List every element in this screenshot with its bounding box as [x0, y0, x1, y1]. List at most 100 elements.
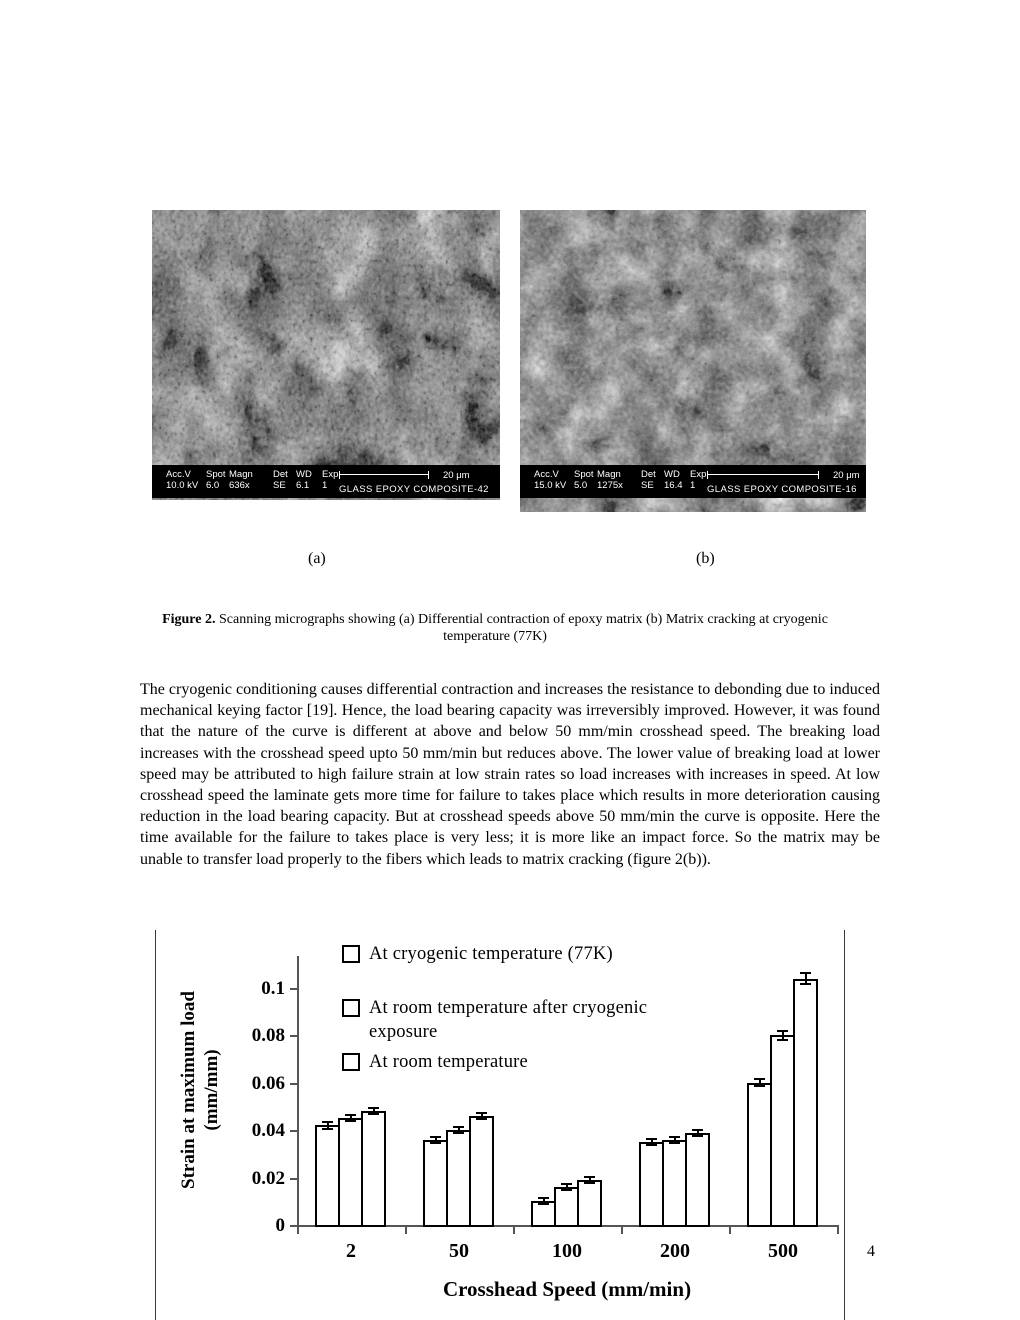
meta-header-accv: Acc.V [166, 469, 191, 480]
error-bar-cap [368, 1113, 379, 1116]
error-bar-cap [777, 1029, 788, 1032]
bar [315, 1125, 340, 1227]
error-bar-cap [368, 1107, 379, 1110]
body-paragraph: The cryogenic conditioning causes differ… [140, 681, 880, 868]
bar [469, 1115, 494, 1227]
sem-texture-b [520, 210, 866, 512]
error-bar-cap [646, 1138, 657, 1141]
error-bar-cap [800, 983, 811, 986]
error-bar-cap [561, 1189, 572, 1192]
error-bar [457, 1127, 460, 1134]
meta-header-spot: Spot [574, 469, 594, 480]
error-bar [542, 1198, 545, 1205]
sem-micrograph-a: Acc.V Spot Magn Det WD Exp 10.0 kV 6.0 636x SE 6.1… [152, 210, 500, 500]
meta-value-det: SE [641, 480, 654, 491]
error-bar-cap [754, 1078, 765, 1081]
legend-marker-icon [342, 1053, 360, 1071]
error-bar-cap [345, 1120, 356, 1123]
y-tick-label: 0 [275, 1215, 286, 1236]
error-bar-cap [430, 1141, 441, 1144]
y-tick [290, 988, 297, 990]
sem-meta-a: Acc.V Spot Magn Det WD Exp 10.0 kV 6.0 636x SE 6.1… [166, 469, 342, 491]
error-bar [696, 1129, 699, 1136]
figure-caption: Figure 2. Scanning micrographs showing (… [145, 612, 845, 645]
scale-bar-icon [707, 471, 819, 479]
x-tick [621, 1227, 623, 1234]
error-bar [758, 1079, 761, 1087]
bar [747, 1082, 772, 1227]
chart-x-axis-label: Crosshead Speed (mm/min) [442, 1277, 692, 1301]
y-tick-label: 0.06 [251, 1072, 285, 1094]
y-tick [290, 1225, 297, 1227]
meta-value-spot: 6.0 [206, 480, 220, 491]
meta-header-spot: Spot [206, 469, 226, 480]
error-bar [673, 1136, 676, 1143]
y-tick [290, 1177, 297, 1180]
legend-entry: At room temperature after cryogenic expo… [342, 996, 681, 1044]
page-number: 4 [867, 1243, 875, 1260]
legend-label: At cryogenic temperature (77K) [369, 944, 613, 964]
x-category-label: 50 [449, 1240, 469, 1262]
error-bar-cap [453, 1126, 464, 1129]
meta-value-accv: 15.0 kV [534, 480, 567, 491]
y-tick-label: 0.02 [251, 1167, 285, 1189]
x-category-label: 100 [552, 1240, 582, 1262]
sem-meta-b: Acc.V Spot Magn Det WD Exp 15.0 kV 5.0 1275x SE 16… [534, 469, 710, 491]
error-bar-cap [669, 1135, 680, 1138]
y-tick [290, 1082, 297, 1085]
meta-header-magn: Magn [229, 469, 253, 480]
error-bar-cap [800, 971, 811, 974]
meta-value-accv: 10.0 kV [166, 480, 199, 491]
sample-name-a: GLASS EPOXY COMPOSITE-42 [339, 484, 489, 495]
x-tick [729, 1227, 731, 1234]
error-bar [349, 1115, 352, 1122]
figure-sublabel-a: (a) [308, 550, 326, 567]
legend-entry: At room temperature [342, 1050, 681, 1074]
meta-value-magn: 1275x [597, 480, 623, 491]
error-bar-cap [476, 1118, 487, 1121]
strain-vs-speed-chart: Strain at maximum load (mm/mm) Crosshead… [155, 930, 845, 1320]
scale-bar-icon [339, 471, 429, 479]
bar [338, 1118, 363, 1227]
error-bar-cap [453, 1132, 464, 1135]
figure-caption-text: Scanning micrographs showing (a) Differe… [215, 612, 828, 644]
error-bar [326, 1122, 329, 1129]
x-tick [837, 1227, 839, 1234]
error-bar [804, 972, 807, 985]
meta-header-exp: Exp [322, 469, 339, 480]
x-category-label: 2 [346, 1240, 356, 1262]
x-tick [297, 1227, 299, 1234]
bar [423, 1139, 448, 1227]
x-tick [513, 1227, 515, 1234]
meta-value-wd: 6.1 [296, 480, 310, 491]
sem-micrograph-b: Acc.V Spot Magn Det WD Exp 15.0 kV 5.0 1275x SE 16… [520, 210, 866, 512]
error-bar [434, 1136, 437, 1143]
y-tick [290, 1035, 297, 1038]
y-tick [290, 1130, 297, 1133]
legend-marker-icon [342, 999, 360, 1017]
meta-header-exp: Exp [690, 469, 707, 480]
error-bar-cap [669, 1141, 680, 1144]
bar [685, 1132, 710, 1227]
error-bar-cap [584, 1181, 595, 1184]
error-bar-cap [476, 1111, 487, 1114]
sample-name-b: GLASS EPOXY COMPOSITE-16 [707, 484, 857, 495]
error-bar-cap [584, 1175, 595, 1178]
scale-bar-label: 20 μm [833, 469, 860, 481]
bar [446, 1130, 471, 1227]
meta-value-exp: 1 [322, 480, 328, 491]
meta-value-det: SE [273, 480, 286, 491]
error-bar [372, 1108, 375, 1115]
meta-value-exp: 1 [690, 480, 696, 491]
scale-bar-label: 20 μm [443, 469, 470, 481]
bar [793, 978, 818, 1227]
figure-sublabel-b: (b) [696, 550, 715, 567]
figure-caption-label: Figure 2. [162, 612, 216, 627]
meta-header-wd: WD [664, 469, 680, 480]
bar [577, 1179, 602, 1227]
error-bar-cap [754, 1085, 765, 1088]
y-tick-label: 0.04 [251, 1120, 285, 1142]
error-bar-cap [777, 1039, 788, 1042]
meta-value-magn: 636x [229, 480, 250, 491]
